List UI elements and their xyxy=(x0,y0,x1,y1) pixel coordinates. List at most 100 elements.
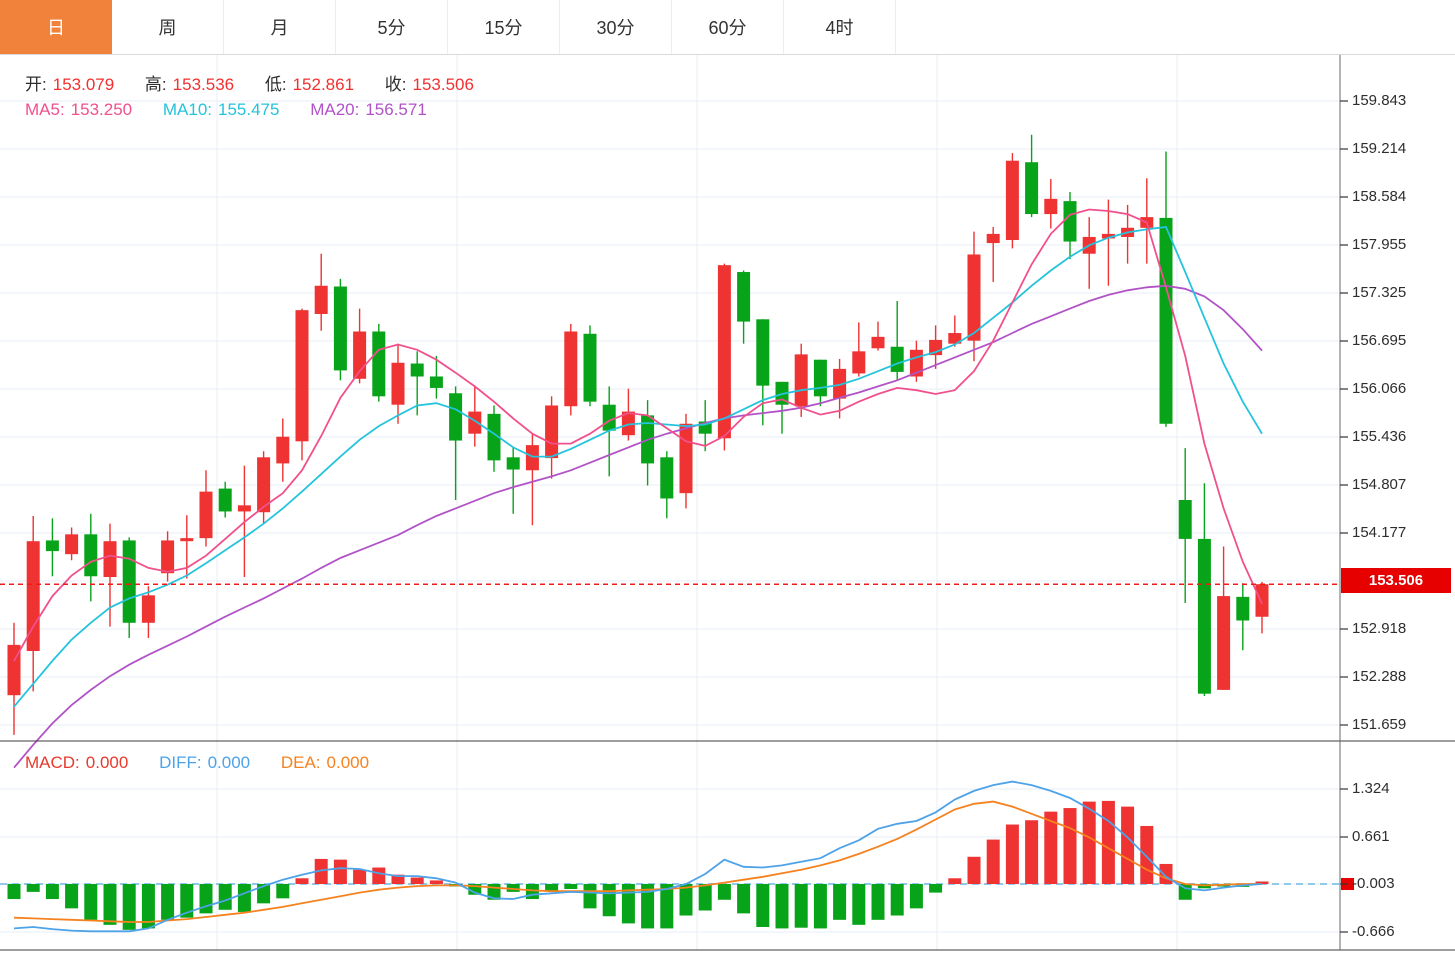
macd-bar xyxy=(295,878,309,884)
macd-bar xyxy=(564,884,578,890)
candle-body xyxy=(199,491,213,539)
macd-bar xyxy=(218,884,232,910)
macd-bar xyxy=(429,880,443,884)
macd-bar xyxy=(7,884,21,900)
candle-body xyxy=(276,436,290,464)
price-tick-label: 159.214 xyxy=(1352,140,1407,157)
macd-bar xyxy=(583,884,597,909)
candle-body xyxy=(26,541,40,651)
macd-bar xyxy=(199,884,213,914)
candle-body xyxy=(122,540,136,623)
macd-bar xyxy=(1082,801,1096,884)
price-tick-label: 154.177 xyxy=(1352,524,1407,541)
price-tick-label: 151.659 xyxy=(1352,716,1407,733)
ma5-value: 153.250 xyxy=(70,100,133,119)
close-label: 收: xyxy=(384,75,407,94)
macd-bar xyxy=(660,884,674,929)
open-value: 153.079 xyxy=(52,75,115,94)
candle-body xyxy=(794,354,808,407)
macd-bar xyxy=(794,884,808,928)
tab-5分[interactable]: 5分 xyxy=(336,0,448,54)
dea-line xyxy=(13,800,1262,923)
macd-bar xyxy=(909,884,923,909)
candle-body xyxy=(391,362,405,405)
candle-body xyxy=(487,413,501,461)
macd-tick-label: 1.324 xyxy=(1352,780,1390,797)
ma5-label: MA5: xyxy=(25,100,65,119)
macd-bar xyxy=(1140,825,1154,884)
tab-月[interactable]: 月 xyxy=(224,0,336,54)
candle-body xyxy=(813,359,827,397)
macd-bar xyxy=(967,856,981,884)
macd-bar xyxy=(813,884,827,929)
macd-bar xyxy=(468,884,482,895)
macd-value: 0.000 xyxy=(85,753,129,772)
macd-bar xyxy=(141,884,155,929)
diff-value: 0.000 xyxy=(207,753,251,772)
candle-body xyxy=(257,457,271,513)
macd-tick-label: -0.666 xyxy=(1352,923,1395,940)
macd-bar xyxy=(26,884,40,892)
macd-bar xyxy=(679,884,693,916)
tab-4时[interactable]: 4时 xyxy=(784,0,896,54)
tab-周[interactable]: 周 xyxy=(112,0,224,54)
ma20-line xyxy=(13,284,1263,769)
macd-bar xyxy=(775,884,789,929)
ma10-value: 155.475 xyxy=(218,100,280,119)
price-tick-label: 159.843 xyxy=(1352,92,1407,109)
candle-body xyxy=(449,393,463,441)
diff-line xyxy=(13,780,1263,933)
candle-body xyxy=(717,265,731,439)
macd-bar xyxy=(621,884,635,924)
macd-bar xyxy=(410,877,424,884)
candle-body xyxy=(525,445,539,471)
candle-body xyxy=(45,540,59,552)
candle-body xyxy=(161,540,175,574)
macd-bar xyxy=(833,884,847,920)
tab-日[interactable]: 日 xyxy=(0,0,112,54)
macd-bar xyxy=(333,859,347,884)
candle-body xyxy=(583,333,597,402)
macd-bar xyxy=(506,884,520,892)
timeframe-tabs: 日周月 5分 15分 30分 60分 4时 xyxy=(0,0,1455,55)
candle-body xyxy=(372,331,386,397)
macd-bar xyxy=(257,884,271,904)
macd-bar xyxy=(45,884,59,900)
macd-bar xyxy=(161,884,175,920)
candle-body xyxy=(737,272,751,322)
macd-bar xyxy=(1101,800,1115,884)
tab-15分[interactable]: 15分 xyxy=(448,0,560,54)
ma10-label: MA10: xyxy=(162,100,213,119)
candle-body xyxy=(1101,233,1115,239)
high-value: 153.536 xyxy=(172,75,235,94)
macd-bar xyxy=(717,884,731,900)
macd-bar xyxy=(1005,824,1019,884)
tab-30分[interactable]: 30分 xyxy=(560,0,672,54)
candle-body xyxy=(1063,201,1077,242)
candle-body xyxy=(948,333,962,344)
macd-bar xyxy=(1025,820,1039,884)
macd-bar xyxy=(122,884,136,930)
open-label: 开: xyxy=(25,75,47,94)
macd-bar xyxy=(372,867,386,884)
price-tick-label: 154.807 xyxy=(1352,476,1407,493)
price-tick-label: 155.436 xyxy=(1352,428,1407,445)
macd-bar xyxy=(545,884,559,892)
candle-body xyxy=(833,368,847,399)
ma10-line xyxy=(13,226,1263,708)
candle-body xyxy=(986,233,1000,244)
macd-bar xyxy=(986,839,1000,884)
tab-60分[interactable]: 60分 xyxy=(672,0,784,54)
candle-body xyxy=(545,405,559,459)
chart-area[interactable]: 开: 153.079 高: 153.536 低: 152.861 收: 153.506 … xyxy=(0,55,1455,955)
candlestick-macd-canvas[interactable] xyxy=(0,55,1455,955)
macd-bar xyxy=(1063,808,1077,884)
high-label: 高: xyxy=(144,75,167,94)
macd-tick-label: -0.003 xyxy=(1352,875,1395,892)
candle-body xyxy=(1236,596,1250,621)
candle-body xyxy=(429,376,443,388)
close-value: 153.506 xyxy=(412,75,474,94)
candle-body xyxy=(141,595,155,623)
macd-bar xyxy=(1159,863,1173,884)
